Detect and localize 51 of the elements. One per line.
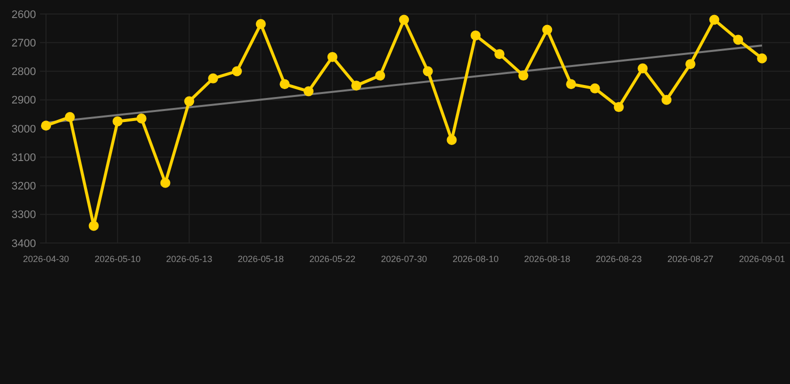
x-tick-label: 2026-05-18	[238, 254, 284, 264]
point	[256, 19, 266, 30]
point	[638, 63, 648, 74]
point	[399, 14, 409, 25]
y-tick-label: 3000	[12, 123, 36, 136]
point	[232, 66, 242, 76]
x-tick-label: 2026-05-10	[94, 254, 141, 264]
point	[518, 70, 528, 81]
point	[112, 116, 123, 126]
y-tick-label: 2600	[12, 8, 36, 21]
x-tick-label: 2026-08-18	[524, 254, 570, 264]
point	[304, 86, 314, 96]
point	[422, 66, 433, 76]
point	[184, 96, 194, 106]
y-tick-label: 3100	[12, 152, 36, 164]
point	[709, 14, 720, 25]
x-tick-label: 2026-09-01	[738, 254, 786, 264]
point	[757, 53, 767, 64]
x-tick-label: 2026-05-22	[309, 254, 356, 264]
point	[566, 79, 576, 90]
y-tick-label: 3200	[12, 180, 36, 193]
y-tick-label: 2800	[12, 66, 36, 78]
point	[280, 79, 290, 90]
point	[733, 34, 744, 45]
x-tick-label: 2026-08-10	[452, 254, 499, 264]
x-tick-label: 2026-04-30	[22, 254, 70, 264]
point	[88, 220, 99, 231]
point	[685, 59, 696, 70]
point	[470, 30, 481, 40]
point	[327, 52, 338, 62]
x-tick-label: 2026-08-23	[596, 254, 642, 264]
point	[375, 70, 386, 81]
point	[590, 83, 600, 94]
point	[542, 24, 552, 35]
point	[160, 178, 170, 188]
point	[446, 134, 457, 145]
y-tick-label: 2900	[12, 94, 36, 107]
x-tick-label: 2026-07-30	[380, 254, 428, 264]
point	[208, 73, 218, 84]
y-tick-label: 3400	[12, 238, 36, 250]
y-tick-label: 3300	[12, 209, 36, 222]
x-tick-label: 2026-05-13	[166, 254, 212, 264]
y-tick-label: 2700	[12, 37, 36, 50]
point	[64, 112, 75, 122]
point	[494, 49, 504, 60]
point	[662, 94, 672, 105]
point	[351, 80, 362, 91]
point	[614, 102, 624, 112]
point	[41, 120, 51, 131]
point	[136, 113, 146, 124]
x-tick-label: 2026-08-27	[667, 254, 714, 264]
